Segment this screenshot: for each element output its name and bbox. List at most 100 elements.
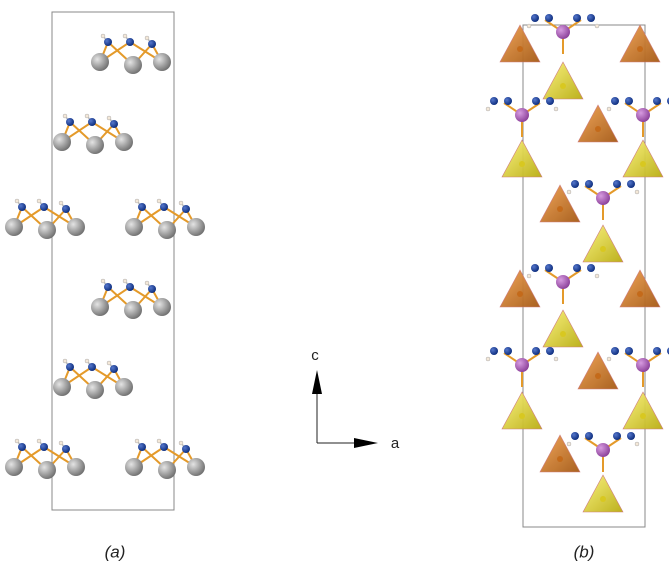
- nitrogen: [531, 14, 539, 22]
- hydrogen: [85, 114, 89, 118]
- central-atom: [637, 46, 643, 52]
- nitrogen: [160, 203, 168, 211]
- hydrogen: [567, 442, 571, 446]
- tetrahedron: [623, 140, 663, 177]
- metal-atom: [556, 25, 570, 39]
- metal-atom: [556, 275, 570, 289]
- tetrahedron: [583, 475, 623, 512]
- hydrogen: [145, 281, 149, 285]
- hydrogen: [486, 107, 490, 111]
- metal-atom: [53, 378, 71, 396]
- tetrahedron: [620, 25, 660, 62]
- central-atom: [637, 291, 643, 297]
- hydrogen: [179, 201, 183, 205]
- tetrahedron: [583, 225, 623, 262]
- nitrogen: [611, 97, 619, 105]
- tetrahedron: [502, 140, 542, 177]
- nitrogen: [611, 347, 619, 355]
- metal-atom: [67, 458, 85, 476]
- nitrogen: [653, 97, 661, 105]
- metal-atom: [636, 108, 650, 122]
- nitrogen: [148, 40, 156, 48]
- panel-label: (a): [105, 542, 126, 561]
- nitrogen: [104, 38, 112, 46]
- hydrogen: [59, 201, 63, 205]
- arrow-head: [312, 370, 322, 394]
- nitrogen: [546, 97, 554, 105]
- hydrogen: [37, 439, 41, 443]
- nitrogen: [585, 432, 593, 440]
- central-atom: [519, 413, 525, 419]
- hydrogen: [179, 441, 183, 445]
- hydrogen: [527, 24, 531, 28]
- nitrogen: [88, 363, 96, 371]
- tetrahedron: [620, 270, 660, 307]
- central-atom: [519, 161, 525, 167]
- nitrogen: [625, 97, 633, 105]
- nitrogen: [613, 180, 621, 188]
- central-atom: [517, 291, 523, 297]
- nitrogen: [138, 203, 146, 211]
- metal-atom: [158, 461, 176, 479]
- metal-atom: [67, 218, 85, 236]
- central-atom: [640, 413, 646, 419]
- hydrogen: [486, 357, 490, 361]
- hydrogen: [554, 357, 558, 361]
- hydrogen: [107, 361, 111, 365]
- hydrogen: [135, 199, 139, 203]
- metal-atom: [124, 301, 142, 319]
- axis-label: a: [391, 435, 400, 452]
- tetrahedron: [578, 352, 618, 389]
- metal-atom: [86, 381, 104, 399]
- nitrogen: [504, 347, 512, 355]
- hydrogen: [135, 439, 139, 443]
- nitrogen: [160, 443, 168, 451]
- nitrogen: [182, 205, 190, 213]
- hydrogen: [63, 359, 67, 363]
- hydrogen: [595, 24, 599, 28]
- hydrogen: [157, 199, 161, 203]
- hydrogen: [567, 190, 571, 194]
- nitrogen: [587, 264, 595, 272]
- central-atom: [595, 373, 601, 379]
- hydrogen: [15, 439, 19, 443]
- unit-cell: [52, 12, 174, 510]
- metal-atom: [153, 53, 171, 71]
- nitrogen: [627, 180, 635, 188]
- nitrogen: [88, 118, 96, 126]
- nitrogen: [18, 203, 26, 211]
- hydrogen: [59, 441, 63, 445]
- central-atom: [517, 46, 523, 52]
- central-atom: [595, 126, 601, 132]
- nitrogen: [546, 347, 554, 355]
- metal-atom: [596, 443, 610, 457]
- nitrogen: [62, 445, 70, 453]
- nitrogen: [627, 432, 635, 440]
- hydrogen: [635, 442, 639, 446]
- nitrogen: [148, 285, 156, 293]
- nitrogen: [110, 120, 118, 128]
- tetrahedron: [578, 105, 618, 142]
- nitrogen: [613, 432, 621, 440]
- nitrogen: [66, 118, 74, 126]
- hydrogen: [157, 439, 161, 443]
- tetrahedron: [500, 270, 540, 307]
- nitrogen: [182, 445, 190, 453]
- metal-atom: [115, 378, 133, 396]
- nitrogen: [490, 97, 498, 105]
- tetrahedron: [543, 310, 583, 347]
- hydrogen: [635, 190, 639, 194]
- central-atom: [557, 206, 563, 212]
- central-atom: [557, 456, 563, 462]
- structure: [5, 14, 669, 512]
- metal-atom: [124, 56, 142, 74]
- metal-atom: [636, 358, 650, 372]
- central-atom: [600, 496, 606, 502]
- nitrogen: [625, 347, 633, 355]
- metal-atom: [596, 191, 610, 205]
- nitrogen: [138, 443, 146, 451]
- central-atom: [560, 331, 566, 337]
- nitrogen: [571, 180, 579, 188]
- arrow-head: [354, 438, 378, 448]
- hydrogen: [37, 199, 41, 203]
